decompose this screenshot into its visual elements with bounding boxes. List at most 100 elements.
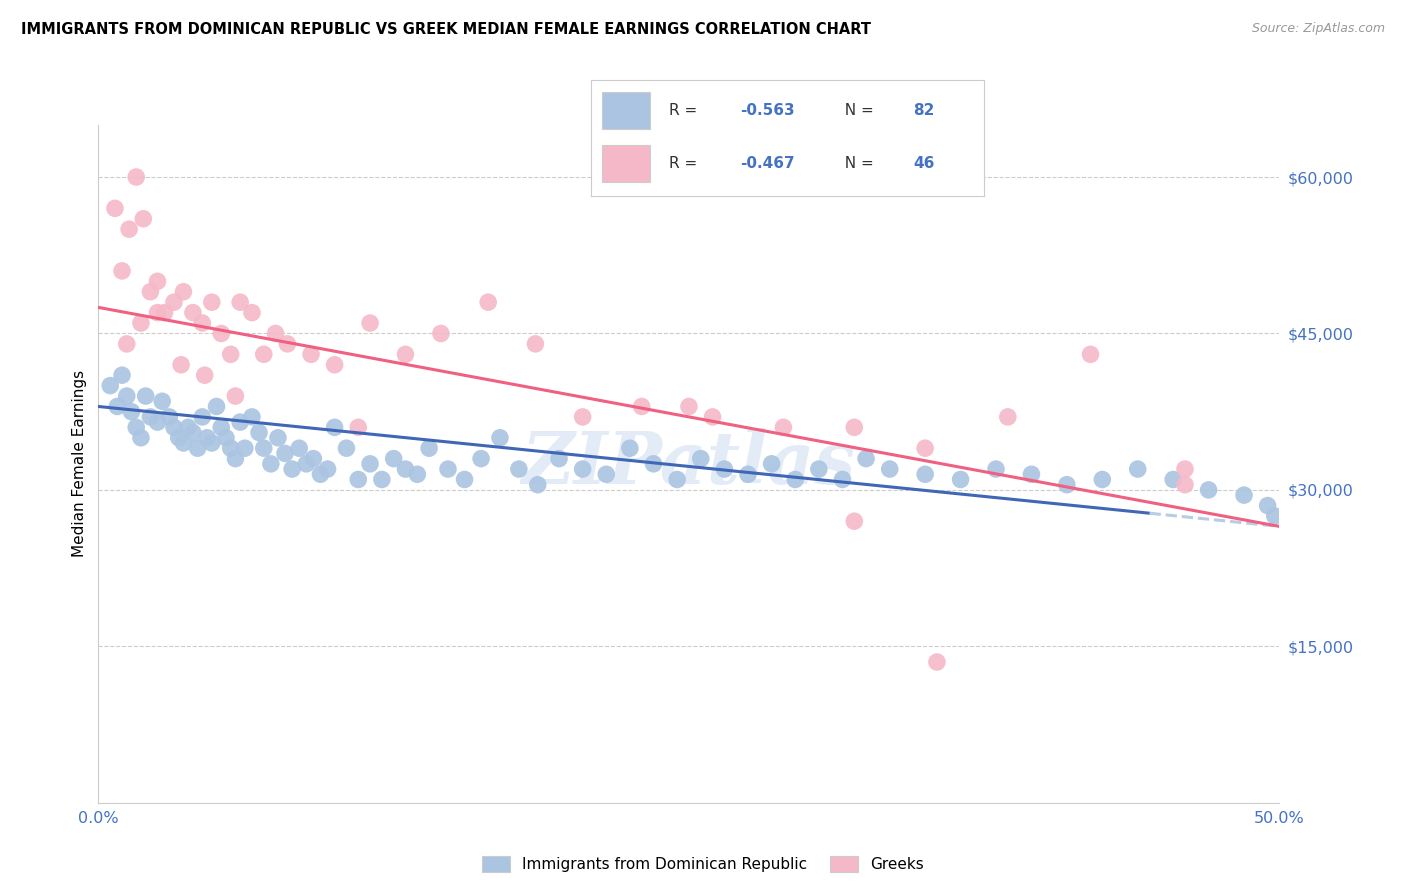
Point	[233, 441, 256, 455]
Point	[229, 295, 252, 310]
Point	[524, 337, 547, 351]
Point	[1056, 477, 1078, 491]
Point	[1233, 488, 1256, 502]
Point	[630, 400, 652, 414]
Point	[323, 420, 346, 434]
Text: -0.467: -0.467	[740, 156, 794, 171]
Text: 46: 46	[914, 156, 935, 171]
Point	[132, 211, 155, 226]
Text: N =: N =	[835, 103, 879, 118]
Point	[772, 420, 794, 434]
Point	[129, 431, 152, 445]
Point	[163, 420, 186, 434]
Point	[105, 400, 128, 414]
Point	[219, 441, 242, 455]
Point	[548, 451, 571, 466]
Point	[172, 285, 194, 299]
Point	[260, 457, 283, 471]
Point	[215, 431, 238, 445]
Point	[201, 295, 224, 310]
Point	[844, 420, 866, 434]
FancyBboxPatch shape	[602, 92, 650, 129]
Point	[111, 368, 134, 383]
Point	[191, 409, 214, 424]
Point	[831, 473, 853, 487]
Point	[785, 473, 807, 487]
Point	[949, 473, 972, 487]
Point	[1080, 347, 1102, 361]
Point	[139, 285, 162, 299]
Point	[761, 457, 783, 471]
Text: N =: N =	[835, 156, 879, 171]
Point	[666, 473, 689, 487]
Point	[347, 420, 370, 434]
Point	[914, 441, 936, 455]
FancyBboxPatch shape	[602, 145, 650, 182]
Y-axis label: Median Female Earnings: Median Female Earnings	[72, 370, 87, 558]
Point	[997, 409, 1019, 424]
Point	[253, 441, 276, 455]
Point	[299, 347, 322, 361]
Point	[855, 451, 877, 466]
Point	[118, 222, 141, 236]
Point	[240, 409, 263, 424]
Point	[737, 467, 759, 482]
Point	[146, 415, 169, 429]
Point	[1264, 508, 1286, 523]
Point	[129, 316, 152, 330]
Point	[619, 441, 641, 455]
Point	[1021, 467, 1043, 482]
Point	[302, 451, 325, 466]
Point	[713, 462, 735, 476]
Text: ZIPatlas: ZIPatlas	[522, 428, 856, 500]
Point	[177, 420, 200, 434]
Point	[430, 326, 453, 341]
Point	[437, 462, 460, 476]
Point	[1174, 477, 1197, 491]
Point	[170, 358, 193, 372]
Point	[453, 473, 475, 487]
Point	[316, 462, 339, 476]
Point	[209, 420, 232, 434]
Point	[201, 436, 224, 450]
Point	[187, 441, 209, 455]
Point	[844, 514, 866, 528]
Point	[347, 473, 370, 487]
Point	[194, 368, 217, 383]
Text: Source: ZipAtlas.com: Source: ZipAtlas.com	[1251, 22, 1385, 36]
Legend: Immigrants from Dominican Republic, Greeks: Immigrants from Dominican Republic, Gree…	[475, 848, 931, 880]
Point	[98, 378, 121, 392]
Point	[219, 347, 242, 361]
Point	[229, 415, 252, 429]
Point	[274, 446, 297, 460]
Point	[371, 473, 394, 487]
Point	[253, 347, 276, 361]
Point	[470, 451, 492, 466]
Point	[406, 467, 429, 482]
Point	[508, 462, 530, 476]
Point	[323, 358, 346, 372]
Point	[394, 462, 416, 476]
Point	[1174, 462, 1197, 476]
Point	[1091, 473, 1114, 487]
Point	[1198, 483, 1220, 497]
Point	[1257, 499, 1279, 513]
Point	[167, 431, 190, 445]
Text: -0.563: -0.563	[740, 103, 794, 118]
Point	[702, 409, 724, 424]
Point	[224, 451, 246, 466]
Point	[295, 457, 318, 471]
Point	[1126, 462, 1149, 476]
Point	[191, 316, 214, 330]
Point	[125, 169, 148, 184]
Point	[571, 409, 593, 424]
Point	[359, 316, 381, 330]
Point	[153, 305, 176, 319]
Point	[394, 347, 416, 361]
Point	[984, 462, 1007, 476]
Text: R =: R =	[669, 156, 703, 171]
Text: 82: 82	[914, 103, 935, 118]
Point	[382, 451, 405, 466]
Point	[247, 425, 270, 440]
Point	[150, 394, 173, 409]
